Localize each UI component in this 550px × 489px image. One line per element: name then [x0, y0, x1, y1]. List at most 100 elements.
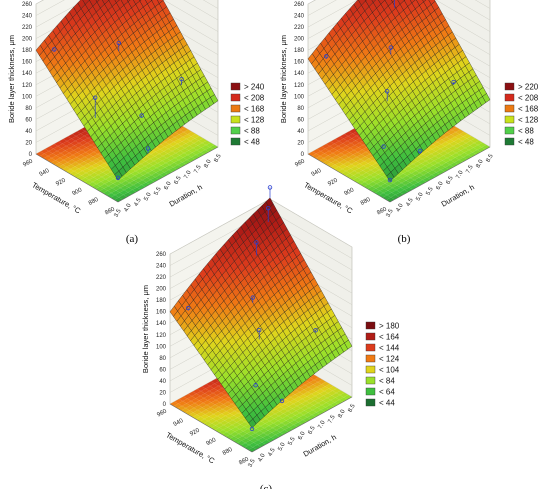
floor-cell	[285, 397, 295, 402]
floor-cell	[179, 127, 189, 133]
floor-cell	[351, 161, 360, 167]
z-tick-label: 180	[156, 298, 167, 304]
floor-cell	[209, 388, 218, 394]
floor-cell	[441, 141, 450, 147]
floor-cell	[252, 423, 261, 429]
duration-tick-label: 7.5	[328, 414, 338, 425]
temperature-tick-label: 900	[71, 187, 83, 197]
floor-cell	[187, 152, 197, 158]
floor-cell	[242, 433, 251, 439]
floor-cell	[390, 194, 400, 200]
floor-cell	[218, 404, 228, 409]
z-axis: 0 20 40 60 80 100 120 140 160 180 200 220 240 260	[22, 2, 33, 158]
floor-cell	[314, 398, 323, 403]
floor-cell	[113, 181, 122, 186]
floor-cell	[200, 393, 209, 399]
floor-cell	[183, 155, 192, 160]
floor-cell	[440, 167, 450, 172]
floor-cell	[363, 163, 372, 168]
duration-tick-label: 6.5	[446, 175, 456, 186]
floor-cell	[166, 155, 175, 161]
floor-cell	[294, 396, 303, 402]
floor-cell	[295, 387, 304, 393]
floor-cell	[441, 162, 450, 168]
floor-cell	[452, 148, 461, 153]
floor-cell	[136, 163, 145, 169]
duration-axis-title: Duration, h	[168, 183, 204, 209]
legend-label: < 64	[379, 388, 395, 397]
floor-cell	[463, 154, 472, 160]
floor-cell	[342, 166, 351, 172]
floor-cell	[344, 157, 353, 162]
floor-cell	[247, 431, 256, 436]
floor-cell	[353, 147, 363, 153]
floor-cell	[312, 386, 321, 392]
floor-cell	[306, 398, 315, 404]
floor-cell	[297, 398, 307, 404]
floor-cell	[198, 138, 207, 143]
floor-cell	[450, 157, 459, 163]
floor-cell	[212, 416, 221, 421]
floor-cell	[279, 408, 288, 414]
floor-cell	[253, 440, 262, 445]
legend-swatch	[230, 93, 241, 102]
floor-cell	[266, 416, 275, 422]
floor-cell	[357, 175, 366, 180]
floor-cell	[157, 160, 166, 166]
floor-cell	[184, 150, 193, 156]
surface-cell	[114, 170, 123, 181]
floor-cell	[161, 137, 170, 143]
z-tick-label: 180	[294, 48, 305, 54]
floor-cell	[57, 143, 67, 149]
floor-cell	[115, 192, 124, 198]
z-axis-title: Boride layer thickness, μm	[141, 285, 150, 373]
floor-cell	[71, 161, 80, 167]
z-tick-label: 260	[22, 2, 33, 8]
floor-cell	[127, 189, 137, 195]
floor-cell	[296, 408, 305, 413]
floor-cell	[326, 400, 335, 405]
legend-label: < 168	[244, 105, 265, 114]
floor-cell	[433, 137, 442, 143]
floor-cell	[66, 164, 75, 169]
floor-cell	[223, 422, 233, 428]
floor-cell	[393, 180, 402, 186]
floor-cell	[94, 170, 103, 175]
floor-cell	[188, 147, 197, 153]
duration-tick-label: 4.0	[124, 202, 134, 213]
floor-cell	[308, 410, 317, 415]
legend-swatch	[365, 321, 376, 330]
temperature-tick-label: 940	[173, 418, 185, 428]
floor-cell	[409, 159, 418, 164]
floor-cell	[370, 167, 380, 173]
duration-tick-label: 8.0	[338, 408, 348, 419]
floor-cell	[282, 415, 291, 421]
floor-cell	[289, 424, 298, 430]
floor-cell	[439, 151, 448, 156]
floor-cell	[79, 161, 88, 167]
floor-cell	[63, 136, 72, 142]
floor-cell	[477, 147, 486, 152]
floor-cell	[201, 409, 210, 415]
floor-cell	[130, 175, 139, 181]
floor-cell	[266, 411, 276, 417]
floor-cell	[403, 171, 412, 176]
floor-cell	[255, 430, 264, 436]
floor-cell	[160, 142, 170, 147]
floor-cell	[300, 384, 309, 390]
floor-cell	[399, 189, 409, 195]
floor-cell	[312, 149, 321, 154]
floor-cell	[165, 139, 174, 145]
floor-cell	[419, 149, 428, 155]
z-tick-label: 0	[301, 152, 305, 158]
floor-cell	[52, 150, 61, 156]
floor-cell	[303, 412, 312, 418]
floor-cell	[334, 399, 343, 405]
floor-cell	[287, 413, 296, 418]
surface-cell	[95, 0, 100, 3]
legend-label: > 240	[244, 83, 265, 92]
floor-cell	[224, 397, 233, 402]
floor-cell	[128, 185, 137, 190]
legend-swatch	[230, 104, 241, 113]
floor-cell	[356, 154, 366, 159]
